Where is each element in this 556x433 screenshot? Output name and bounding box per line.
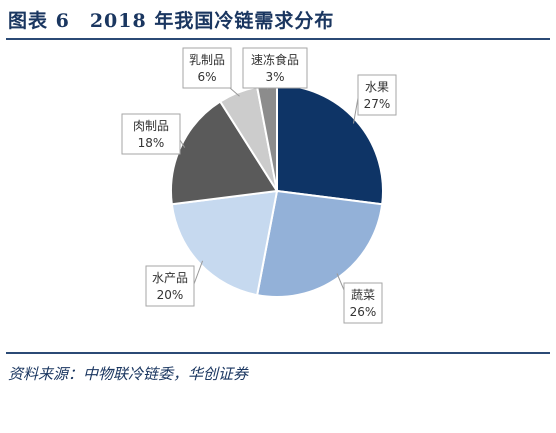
callout-box bbox=[182, 47, 232, 89]
leader-line-2 bbox=[336, 273, 345, 291]
pie-slice-2 bbox=[255, 189, 384, 298]
callout-5: 乳制品 6% bbox=[182, 47, 232, 89]
slice-label: 肉制品 bbox=[133, 119, 169, 133]
callout-box bbox=[357, 74, 397, 116]
slice-value-label: 27% bbox=[364, 97, 391, 111]
slice-label: 乳制品 bbox=[189, 53, 225, 67]
callout-2: 蔬菜 26% bbox=[343, 282, 383, 324]
title-rule bbox=[6, 38, 550, 40]
slice-value-label: 6% bbox=[197, 70, 216, 84]
figure-title: 图表 6 2018 年我国冷链需求分布 bbox=[8, 10, 335, 32]
callout-box bbox=[145, 265, 195, 307]
leader-lines bbox=[179, 87, 359, 291]
pie-slice-3 bbox=[170, 189, 279, 297]
callout-box bbox=[343, 282, 383, 324]
leader-line-1 bbox=[353, 97, 359, 124]
leader-line-5 bbox=[229, 87, 240, 97]
slice-value-label: 20% bbox=[157, 288, 184, 302]
callout-1: 水果 27% bbox=[357, 74, 397, 116]
slice-label: 蔬菜 bbox=[351, 288, 375, 302]
slice-label: 水果 bbox=[365, 80, 389, 94]
pie-slice-4 bbox=[170, 100, 279, 206]
slice-value-label: 3% bbox=[265, 70, 284, 84]
callout-4: 肉制品 18% bbox=[121, 113, 181, 155]
pie-slices bbox=[170, 83, 384, 298]
slice-label: 速冻食品 bbox=[251, 52, 299, 67]
source-rule bbox=[6, 352, 550, 354]
callout-3: 水产品 20% bbox=[145, 265, 195, 307]
callout-labels: 水果 27% 蔬菜 26% 水产品 20% 肉制品 18% 乳制品 6% 速冻食品 3% bbox=[121, 47, 397, 324]
slice-value-label: 26% bbox=[350, 305, 377, 319]
slice-value-label: 18% bbox=[138, 136, 165, 150]
callout-box bbox=[242, 47, 308, 89]
slice-label: 水产品 bbox=[152, 271, 188, 285]
source-note: 资料来源：中物联冷链委，华创证券 bbox=[8, 365, 249, 383]
leader-line-4 bbox=[179, 139, 186, 148]
callout-box bbox=[121, 113, 181, 155]
callout-6: 速冻食品 3% bbox=[242, 47, 308, 89]
leader-line-3 bbox=[193, 260, 204, 285]
